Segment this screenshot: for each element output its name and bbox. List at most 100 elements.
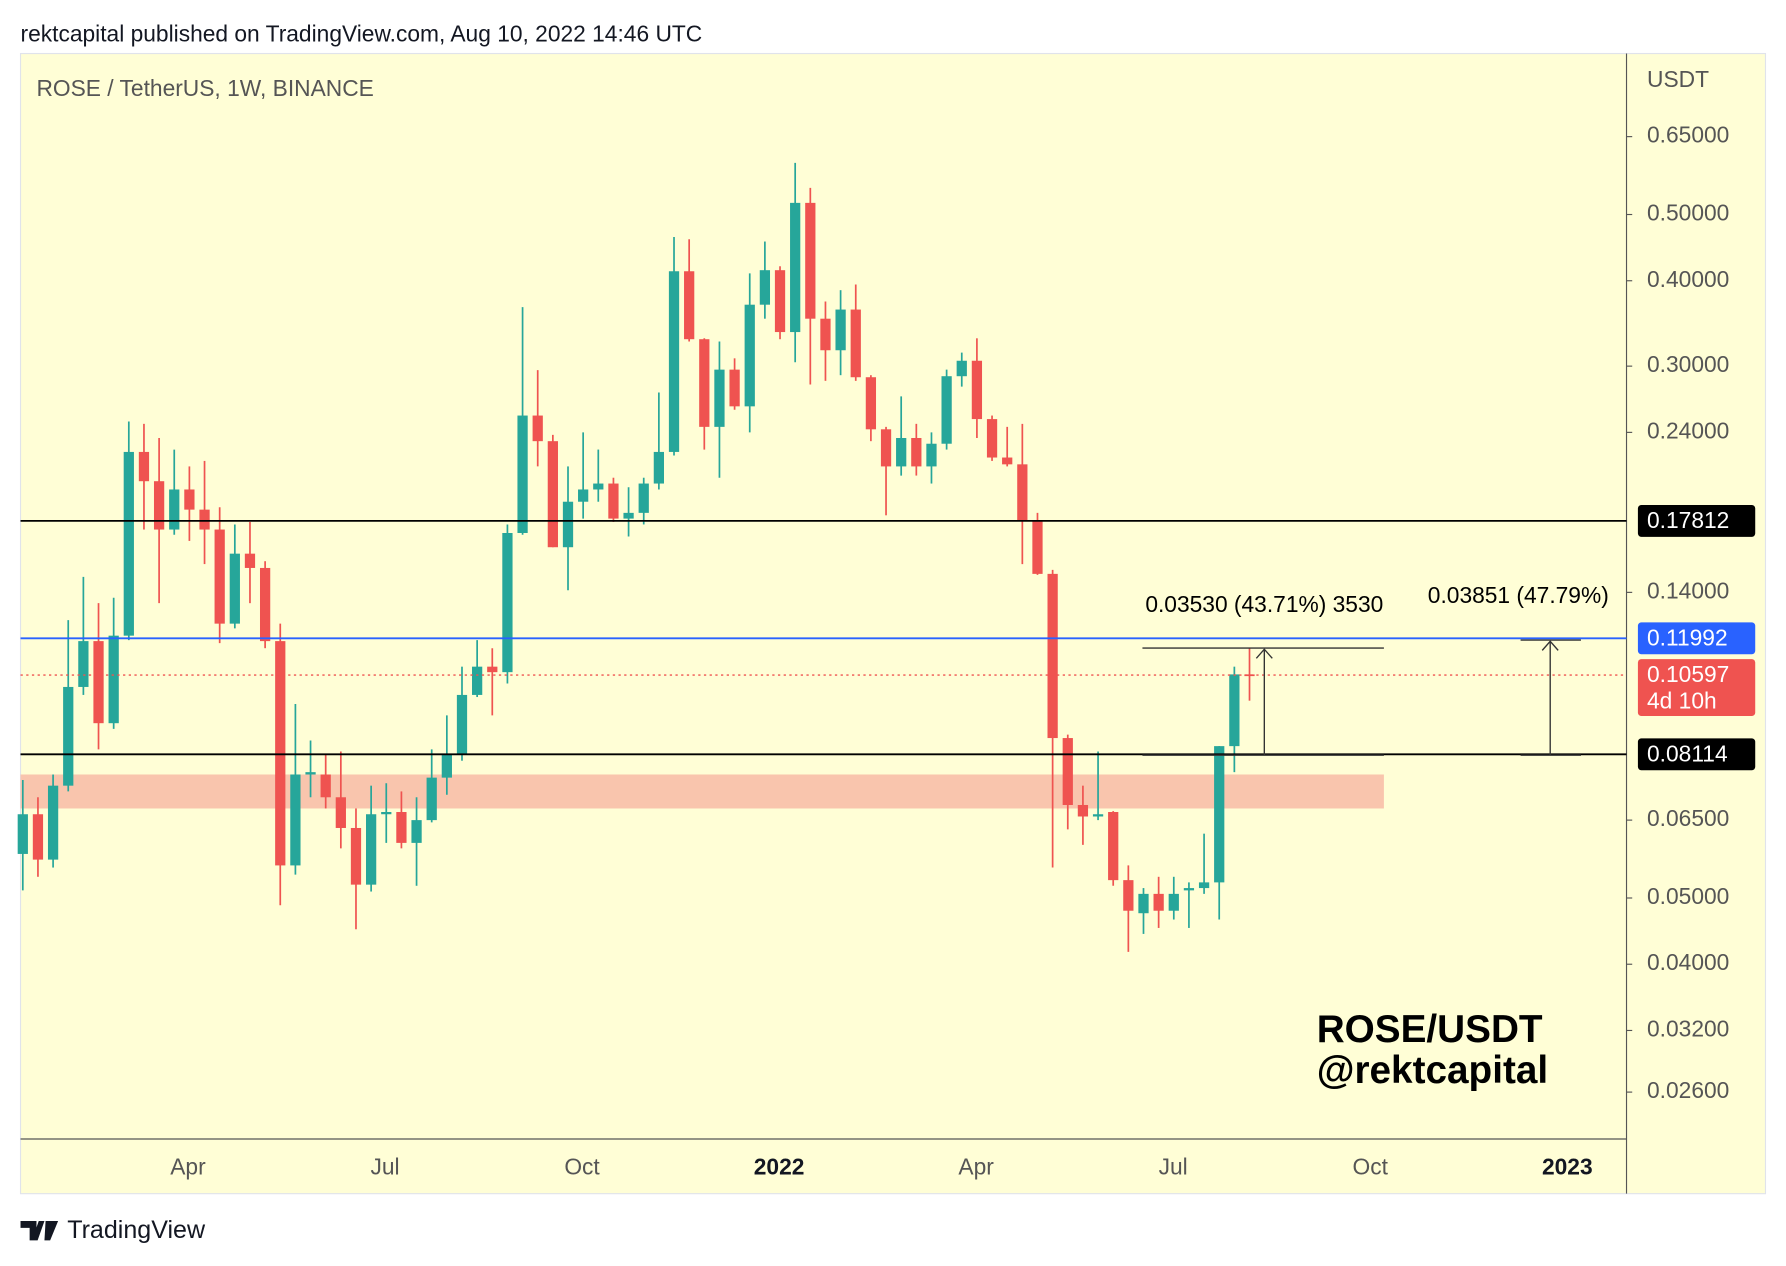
candle-body [1092,814,1104,817]
candle-body [562,501,574,548]
candle-body [593,483,604,490]
current-price-box [1637,659,1756,717]
candle-body [896,437,907,467]
candle-body [184,489,195,510]
candle-body [790,202,801,333]
candle-body [93,641,104,724]
candle-body [774,270,786,333]
candle-body [1198,882,1210,889]
candle-body [608,483,619,519]
candle-body [335,797,346,828]
support-zone [20,774,1384,809]
candle-body [487,666,498,673]
candle-body [956,360,967,377]
footer-logo: TradingView [20,1216,206,1244]
footer: TradingView [67,1216,206,1244]
candle-body [805,202,816,319]
candle-body [880,429,892,467]
y-tick-label: 0.03200 [1647,1015,1729,1041]
candle-body [456,694,468,755]
candle-body [835,309,846,351]
countdown-label: 4d 10h [1647,687,1717,713]
candle-body [668,271,680,452]
candle-body [426,777,437,821]
watermark: @rektcapital [1317,1049,1548,1092]
x-tick-label: Oct [564,1154,600,1180]
candle-body [214,529,225,624]
x-tick-label: 2022 [754,1154,805,1180]
y-tick-label: 0.65000 [1647,122,1729,148]
candle-body [63,686,74,786]
candle-body [684,271,695,340]
candle-body [108,635,119,724]
x-tick-label: Apr [958,1154,994,1180]
candle-body [653,451,664,484]
candle-body [502,532,513,673]
candle-body [971,360,983,420]
y-tick-label: 0.40000 [1647,266,1729,292]
candle-body [1062,738,1073,805]
candle-body [396,812,407,843]
level-label-box [1637,504,1756,537]
candle-body [911,437,922,467]
candle-body [1183,888,1195,891]
chart-title: ROSE / TetherUS, 1W, BINANCE [36,75,373,101]
candle-body [1214,746,1225,883]
y-tick-label: 0.14000 [1647,577,1729,603]
candle-body [532,415,543,442]
candle-body [199,509,210,530]
measure-tool [1142,639,1581,756]
candle-body [153,481,165,530]
x-tick-label: Jul [370,1154,399,1180]
level-label: 0.11992 [1647,624,1728,650]
measure-label: 0.03530 (43.71%) 3530 [1145,591,1383,617]
level-label: 0.17812 [1647,507,1729,533]
x-tick-label: 2023 [1542,1154,1593,1180]
level-label-box [1637,738,1756,771]
y-tick-label: 0.05000 [1647,883,1729,909]
candle-body [275,641,286,866]
logo-icon [20,1221,59,1241]
candle-body [320,774,331,798]
y-tick-label: 0.06500 [1647,805,1729,831]
y-axis-label: USDT [1647,66,1709,92]
measure-arrowhead [1255,648,1273,659]
candle-body [366,814,377,885]
candle-body [1168,893,1179,911]
y-tick-label: 0.02600 [1647,1077,1729,1103]
candle-body [714,369,725,427]
y-tick-label: 0.04000 [1647,949,1729,975]
y-tick-label: 0.24000 [1647,417,1729,443]
candle-body [259,567,271,642]
candle-body [1047,573,1058,739]
candle-body [350,827,362,885]
y-tick-label: 0.50000 [1647,200,1729,226]
candle-body [441,754,452,778]
candle-body [986,419,998,458]
candle-body [305,772,316,775]
candle-body [865,377,877,430]
candle-body [941,376,952,444]
candle-body [138,451,150,482]
candle-body [1017,464,1028,522]
candle-body [820,318,831,351]
candle-body [169,489,180,530]
plot: 0.65000 0.50000 0.40000 0.30000 0.24000 0.140… [17,122,1756,1180]
watermark: ROSE/USDT [1317,1008,1543,1051]
candle-body [759,270,771,305]
measure-label: 0.03851 (47.79%) [1428,582,1609,608]
candle-body [578,489,589,502]
current-price-label: 0.10597 [1647,661,1729,687]
chart-background [19,52,1767,1195]
candle-body [1138,893,1149,914]
candle-body [744,304,755,407]
level-label: 0.08114 [1647,740,1728,766]
candle-body [1002,457,1013,465]
candle-body [1123,880,1134,911]
candle-body [244,553,256,568]
candle-body [699,339,710,427]
candle-body [547,441,558,548]
candle-body [1153,893,1164,911]
candle-body [290,774,301,866]
